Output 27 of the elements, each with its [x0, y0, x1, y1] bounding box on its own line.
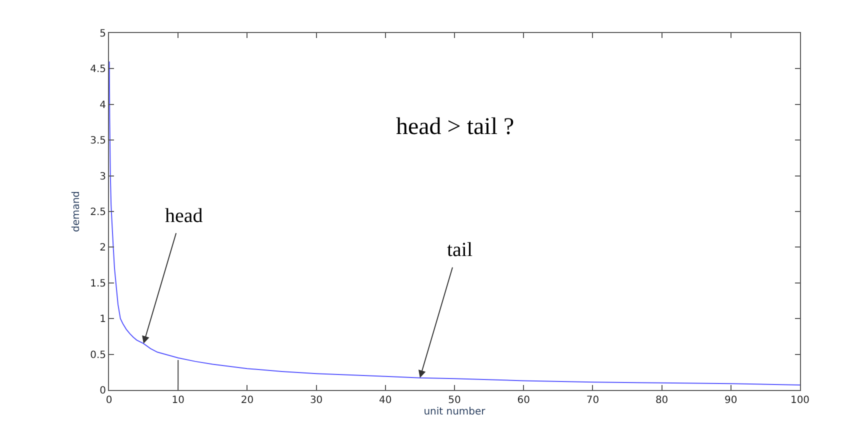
- x-tick-label: 80: [655, 395, 668, 406]
- annotation: tail: [447, 239, 473, 261]
- y-tick-label: 2.5: [90, 207, 106, 218]
- y-tick-label: 2: [100, 242, 106, 254]
- x-tick-label: 20: [240, 395, 254, 406]
- line-series: [109, 61, 800, 386]
- annotation: head: [165, 205, 203, 227]
- y-tick-label: 3.5: [90, 136, 106, 147]
- y-tick-label: 4: [100, 100, 106, 111]
- x-axis-title: unit number: [424, 406, 486, 418]
- y-tick-label: 3: [100, 171, 106, 182]
- y-tick-label: 5: [100, 28, 106, 40]
- x-tick-label: 90: [724, 395, 738, 406]
- x-tick-label: 50: [448, 395, 461, 406]
- y-tick-label: 4.5: [90, 64, 106, 76]
- annotation: head > tail ?: [396, 114, 514, 140]
- x-tick-label: 100: [790, 395, 810, 406]
- y-tick-label: 1: [100, 314, 106, 326]
- x-tick-label: 30: [310, 395, 323, 406]
- y-axis-title: demand: [71, 190, 82, 232]
- x-tick-label: 60: [517, 395, 530, 406]
- x-tick-label: 40: [379, 395, 392, 406]
- x-tick-label: 10: [172, 395, 184, 406]
- x-tick-label: 70: [586, 395, 600, 406]
- y-tick-label: 1.5: [90, 278, 106, 290]
- y-tick-label: 0.5: [90, 350, 106, 361]
- y-tick-label: 0: [100, 386, 106, 396]
